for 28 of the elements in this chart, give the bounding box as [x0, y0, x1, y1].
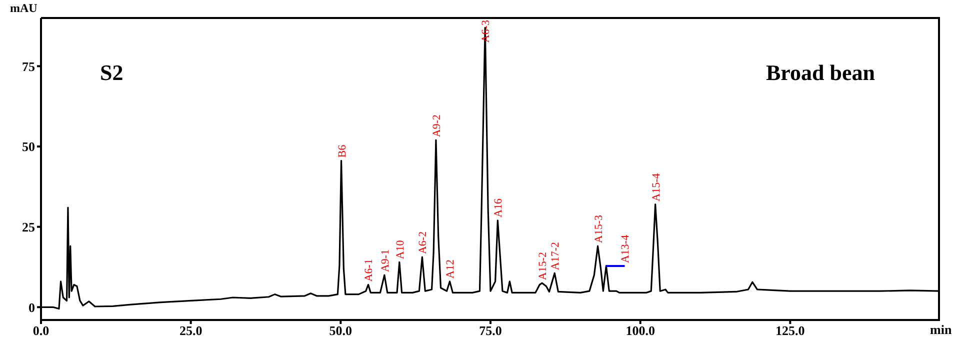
- annotation: A10: [394, 240, 406, 260]
- annotation: A13-4: [620, 234, 632, 264]
- x-tick-label: 50.0: [329, 323, 352, 338]
- annotation: A12: [444, 259, 457, 278]
- y-tick-label: 0: [28, 300, 35, 315]
- x-axis-title: min: [930, 322, 952, 338]
- annotation: A6-2: [417, 231, 430, 254]
- y-tick-label: 25: [22, 219, 36, 234]
- x-tick-label: 125.0: [776, 323, 805, 338]
- annotation: S2: [100, 60, 124, 86]
- annotation: A6-3: [480, 20, 492, 43]
- annotation: A9-1: [379, 249, 392, 272]
- x-tick-label: 0.0: [32, 323, 50, 338]
- x-tick-label: 100.0: [626, 323, 655, 338]
- y-axis-title: mAU: [10, 1, 38, 16]
- x-tick-label: 75.0: [479, 323, 502, 338]
- annotation: A9-2: [430, 114, 443, 138]
- x-tick-label: 25.0: [179, 323, 202, 338]
- annotation: A15-3: [592, 214, 605, 244]
- annotation: A6-1: [363, 259, 376, 282]
- annotation: Broad bean: [766, 60, 875, 86]
- annotation: A15-4: [650, 172, 662, 202]
- annotation: A17-2: [550, 242, 562, 270]
- y-tick-label: 75: [22, 58, 36, 74]
- y-tick-label: 50: [22, 139, 35, 154]
- annotation: B6: [336, 144, 348, 158]
- annotation: A16: [492, 198, 505, 218]
- annotation: A15-2: [537, 252, 550, 280]
